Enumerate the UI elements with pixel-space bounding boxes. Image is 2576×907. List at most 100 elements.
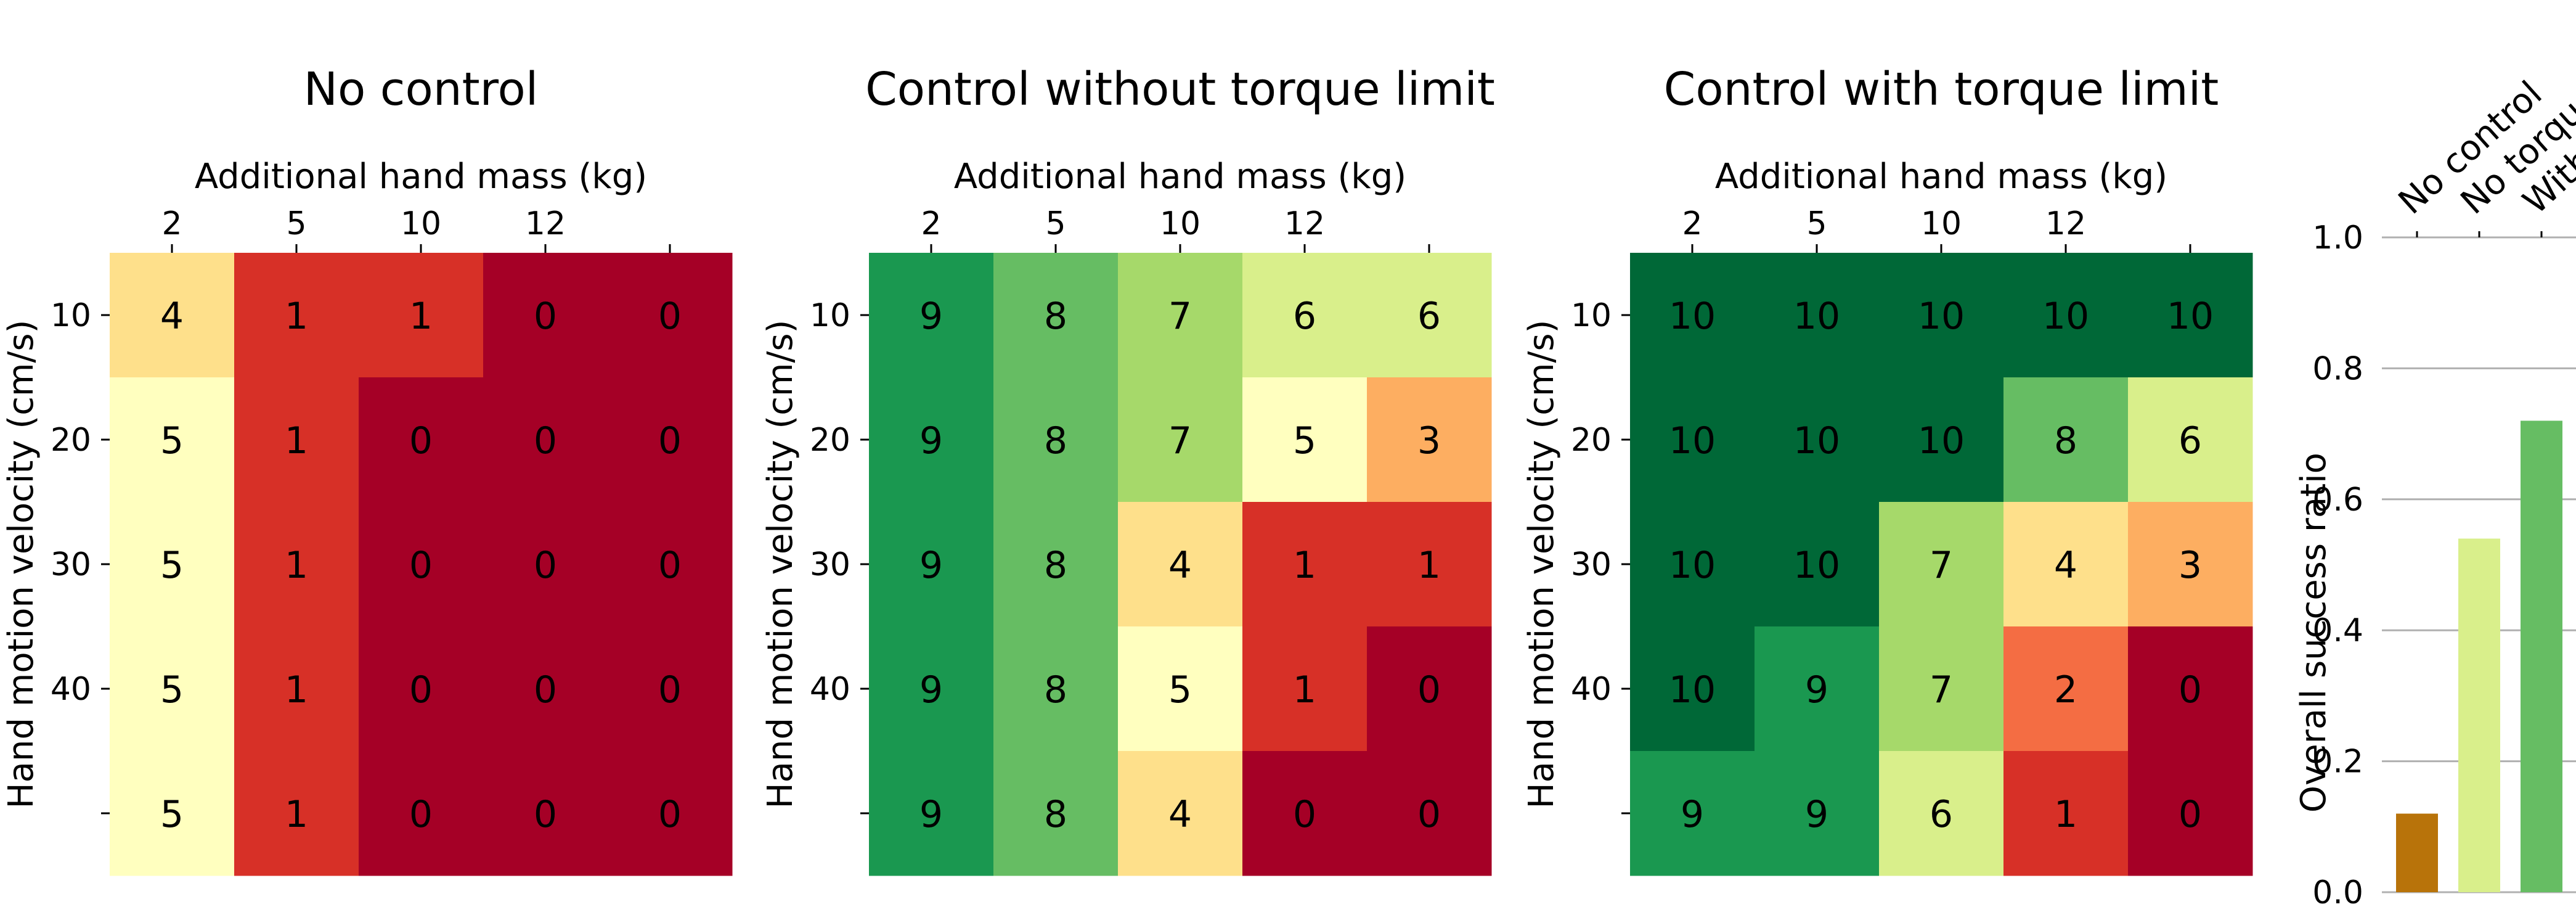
y-tick-label: 10	[51, 297, 91, 334]
heatmap-cell	[869, 253, 994, 378]
bar	[2521, 421, 2562, 892]
heatmap-cell	[1630, 502, 1755, 627]
cell-value-label: 7	[1930, 544, 1953, 587]
heatmap-cell	[1630, 626, 1755, 752]
heatmap-cell	[483, 751, 608, 876]
heatmap-cell	[2128, 253, 2253, 378]
heatmap-cell	[1630, 253, 1755, 378]
heatmap-cell	[2003, 377, 2129, 503]
cell-value-label: 6	[1417, 295, 1441, 338]
cell-value-label: 0	[2179, 668, 2202, 712]
cell-value-label: 1	[1293, 544, 1316, 587]
heatmap-cell	[2003, 502, 2129, 627]
heatmap-cell	[1242, 377, 1367, 503]
x-tick-label: 12	[2045, 205, 2086, 242]
heatmap-cell	[608, 377, 733, 503]
cell-value-label: 2	[2054, 668, 2077, 712]
heatmap-cell	[1879, 253, 2004, 378]
bar	[2458, 538, 2500, 892]
cell-value-label: 8	[1044, 419, 1067, 462]
cell-value-label: 9	[919, 295, 943, 338]
cell-value-label: 1	[285, 793, 308, 836]
cell-value-label: 0	[1417, 668, 1441, 712]
cell-value-label: 10	[1918, 295, 1965, 338]
heatmap-cell	[2003, 626, 2129, 752]
cell-value-label: 0	[658, 544, 682, 587]
heatmap-cell	[993, 377, 1119, 503]
heatmap-cell	[1367, 626, 1492, 752]
heatmap-cell	[1118, 626, 1243, 752]
cell-value-label: 8	[2054, 419, 2077, 462]
heatmap-cell	[483, 253, 608, 378]
heatmap-cell	[110, 751, 235, 876]
cell-value-label: 10	[1918, 419, 1965, 462]
y-axis-label: Hand motion velocity (cm/s)	[1, 320, 41, 809]
heatmap-cell	[1242, 751, 1367, 876]
y-axis-label: Hand motion velocity (cm/s)	[1522, 320, 1562, 809]
y-tick-label: 20	[1571, 422, 1612, 459]
cell-value-label: 8	[1044, 544, 1067, 587]
cell-value-label: 9	[919, 793, 943, 836]
x-tick-label: 10	[401, 205, 441, 242]
y-tick-label: 10	[1571, 297, 1612, 334]
cell-value-label: 0	[1417, 793, 1441, 836]
x-tick-label: 12	[525, 205, 566, 242]
heatmap-cell	[234, 626, 359, 752]
cell-value-label: 9	[919, 668, 943, 712]
cell-value-label: 10	[1669, 295, 1716, 338]
cell-value-label: 10	[1793, 295, 1840, 338]
heatmap-cell	[110, 377, 235, 503]
heatmap-cell	[1755, 502, 1880, 627]
y-tick-label: 20	[810, 422, 850, 459]
cell-value-label: 5	[1293, 419, 1316, 462]
cell-value-label: 7	[1168, 419, 1192, 462]
cell-value-label: 1	[1417, 544, 1441, 587]
x-axis-label: Additional hand mass (kg)	[954, 157, 1406, 197]
cell-value-label: 1	[285, 295, 308, 338]
heatmap-cell	[2128, 626, 2253, 752]
heatmap-cell	[993, 751, 1119, 876]
x-tick-label: 10	[1921, 205, 1962, 242]
cell-value-label: 10	[1669, 544, 1716, 587]
heatmap-cell	[110, 626, 235, 752]
cell-value-label: 10	[1669, 419, 1716, 462]
heatmap-cell	[1118, 751, 1243, 876]
chart-title: Control without torque limit	[865, 63, 1495, 116]
cell-value-label: 10	[1669, 668, 1716, 712]
cell-value-label: 0	[409, 668, 433, 712]
heatmap-cell	[110, 502, 235, 627]
heatmap-cell	[359, 253, 484, 378]
cell-value-label: 4	[1168, 544, 1192, 587]
heatmap-cell	[1879, 751, 2004, 876]
heatmap-cell	[1367, 502, 1492, 627]
cell-value-label: 5	[160, 793, 184, 836]
heatmap-control-without-torque-limit: 9 8 7 6 69 8 7 5 39 8 4 1 19 8 5 1 09 8 4 0 02 5 10 1210203040A…	[760, 63, 1495, 876]
cell-value-label: 1	[285, 419, 308, 462]
y-tick-label: 30	[51, 546, 91, 583]
heatmap-cell	[1118, 253, 1243, 378]
cell-value-label: 1	[285, 544, 308, 587]
cell-value-label: 1	[1293, 668, 1316, 712]
x-tick-label: 5	[1045, 205, 1066, 242]
y-axis-label: Overall success ratio	[2294, 453, 2334, 813]
heatmap-cell	[608, 751, 733, 876]
heatmap-cell	[869, 377, 994, 503]
cell-value-label: 5	[160, 668, 184, 712]
cell-value-label: 0	[534, 668, 557, 712]
cell-value-label: 1	[409, 295, 433, 338]
heatmap-cell	[1118, 377, 1243, 503]
cell-value-label: 9	[1805, 668, 1828, 712]
y-tick-label: 40	[51, 671, 91, 708]
heatmap-cell	[1118, 502, 1243, 627]
cell-value-label: 0	[2179, 793, 2202, 836]
cell-value-label: 8	[1044, 668, 1067, 712]
cell-value-label: 6	[1293, 295, 1316, 338]
bar	[2396, 813, 2438, 892]
chart-title: No control	[304, 63, 539, 116]
cell-value-label: 0	[409, 793, 433, 836]
heatmap-cell	[869, 626, 994, 752]
cell-value-label: 5	[160, 419, 184, 462]
cell-value-label: 5	[160, 544, 184, 587]
